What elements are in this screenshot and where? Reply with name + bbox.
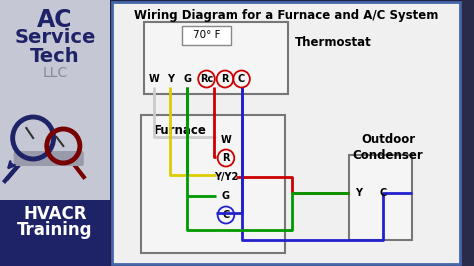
Text: LLC: LLC (42, 66, 68, 80)
Text: C: C (222, 210, 229, 220)
FancyBboxPatch shape (141, 115, 285, 253)
Text: Service: Service (14, 28, 96, 47)
FancyBboxPatch shape (112, 2, 460, 264)
Text: Outdoor
Condenser: Outdoor Condenser (353, 133, 424, 162)
Text: R: R (222, 153, 230, 163)
Text: Rc: Rc (200, 74, 213, 84)
FancyBboxPatch shape (0, 0, 462, 266)
Text: Y: Y (355, 188, 362, 198)
Text: Wiring Diagram for a Furnace and A/C System: Wiring Diagram for a Furnace and A/C Sys… (134, 9, 438, 22)
Text: W: W (220, 135, 231, 145)
Text: HVACR: HVACR (23, 205, 87, 223)
FancyBboxPatch shape (14, 151, 84, 166)
FancyBboxPatch shape (0, 0, 110, 200)
Text: G: G (183, 74, 191, 84)
Text: G: G (222, 191, 230, 201)
FancyBboxPatch shape (0, 200, 110, 266)
Text: C: C (238, 74, 245, 84)
Text: Furnace: Furnace (154, 124, 207, 137)
Text: Y/Y2: Y/Y2 (214, 172, 238, 182)
Text: W: W (148, 74, 159, 84)
Text: AC: AC (37, 8, 73, 32)
Text: 70° F: 70° F (193, 31, 220, 40)
Text: C: C (379, 188, 386, 198)
Text: Y: Y (167, 74, 174, 84)
FancyBboxPatch shape (182, 26, 231, 45)
FancyBboxPatch shape (349, 155, 412, 240)
Text: Thermostat: Thermostat (295, 35, 372, 48)
Text: R: R (221, 74, 229, 84)
Text: Tech: Tech (30, 47, 80, 66)
Text: Training: Training (17, 221, 93, 239)
FancyBboxPatch shape (144, 22, 288, 94)
